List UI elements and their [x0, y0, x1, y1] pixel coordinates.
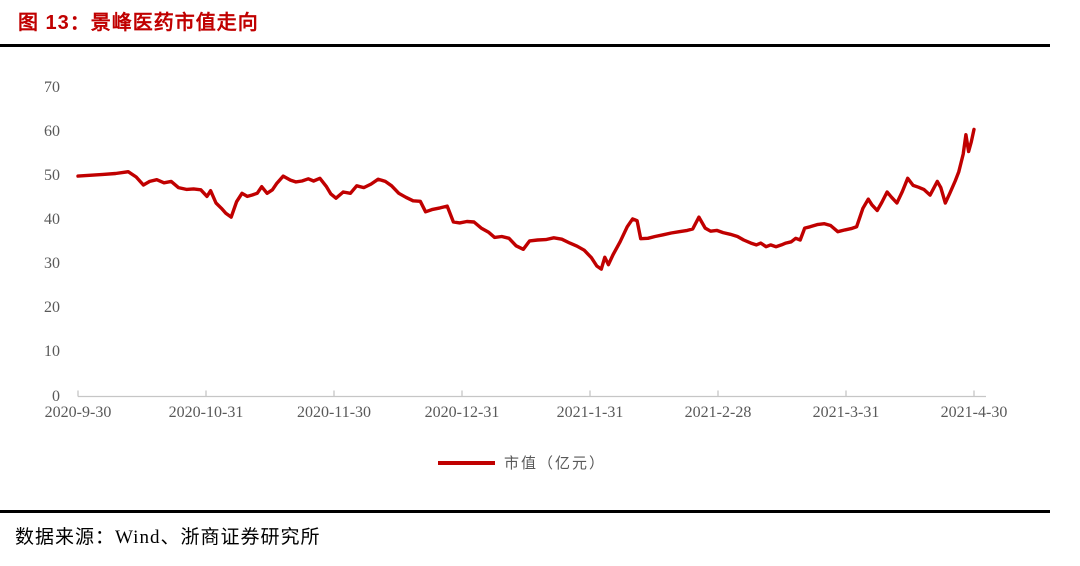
bottom-divider — [0, 510, 1050, 513]
x-axis-tick-label: 2021-2-28 — [684, 404, 752, 421]
x-axis-tick-label: 2021-3-31 — [812, 404, 880, 421]
y-axis-tick-label: 40 — [44, 211, 60, 229]
x-axis-tick-label: 2020-9-30 — [44, 404, 112, 421]
y-axis-tick-label: 60 — [44, 123, 60, 141]
legend: 市值（亿元） — [438, 452, 606, 473]
source-note: 数据来源：Wind、浙商证券研究所 — [15, 527, 321, 548]
x-axis-tick-label: 2020-11-30 — [296, 404, 372, 421]
top-divider — [0, 44, 1050, 47]
page-title: 图 13：景峰医药市值走向 — [18, 12, 259, 34]
y-axis-tick-label: 30 — [44, 255, 60, 273]
x-axis-tick-label: 2021-1-31 — [556, 404, 624, 421]
y-axis-tick-label: 0 — [52, 387, 60, 405]
x-axis-tick-label: 2020-12-31 — [424, 404, 500, 421]
y-axis-tick-label: 20 — [44, 299, 60, 317]
legend-line-swatch — [438, 460, 495, 465]
market-cap-line — [76, 127, 976, 271]
y-axis-tick-label: 10 — [44, 343, 60, 361]
y-axis-tick-label: 70 — [44, 79, 60, 96]
x-axis-tick-label: 2020-10-31 — [168, 404, 244, 421]
x-axis-tick-label: 2021-4-30 — [940, 404, 1008, 421]
legend-label: 市值（亿元） — [504, 456, 607, 472]
y-axis-tick-label: 50 — [44, 167, 60, 185]
